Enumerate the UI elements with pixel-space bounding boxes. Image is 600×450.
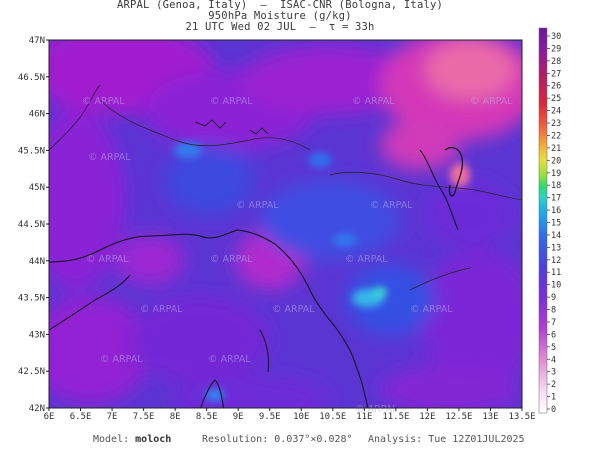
watermark: © ARPAL bbox=[470, 96, 513, 107]
lat-tick-label: 44N bbox=[29, 257, 45, 267]
model-info: Model: moloch bbox=[93, 434, 171, 445]
lat-tick-label: 43N bbox=[29, 330, 45, 340]
colorbar-tick-label: 21 bbox=[551, 144, 561, 154]
watermark: © ARPAL bbox=[88, 152, 131, 163]
colorbar-tick-label: 10 bbox=[551, 281, 561, 291]
lon-tick-label: 6.5E bbox=[70, 412, 92, 422]
header-source-line: ARPAL (Genoa, Italy) — ISAC-CNR (Bologna… bbox=[116, 0, 444, 11]
model-value: moloch bbox=[135, 434, 172, 445]
analysis-label: Analysis: bbox=[368, 434, 423, 445]
header-variable-line: 950hPa Moisture (g/kg) bbox=[208, 10, 352, 22]
colorbar-tick-label: 26 bbox=[551, 82, 561, 92]
lat-tick-label: 45.5N bbox=[18, 146, 45, 156]
lat-tick-label: 46.5N bbox=[18, 73, 45, 83]
watermark: © ARPAL bbox=[410, 304, 453, 315]
lon-tick-label: 13E bbox=[482, 412, 498, 422]
latitude-axis: 47N 46.5N 46N 45.5N 45N 44.5N 44N 43.5N 43N 42.5N… bbox=[18, 36, 49, 414]
colorbar-tick-label: 25 bbox=[551, 94, 561, 104]
colorbar-tick-label: 3 bbox=[551, 368, 556, 378]
watermark: © ARPAL bbox=[210, 96, 253, 107]
colorbar-tick-label: 8 bbox=[551, 306, 556, 316]
colorbar-tick-label: 14 bbox=[551, 231, 561, 241]
lat-tick-label: 46N bbox=[29, 110, 45, 120]
watermarks: © ARPAL © ARPAL © ARPAL © ARPAL © ARPAL … bbox=[82, 96, 513, 415]
colorbar-tick-label: 4 bbox=[551, 355, 556, 365]
colorbar-tick-label: 28 bbox=[551, 57, 561, 67]
colorbar-tick-label: 27 bbox=[551, 69, 561, 79]
watermark: © ARPAL bbox=[345, 254, 388, 265]
colorbar-ticks: 3029282726252423222120191817161514131211… bbox=[547, 32, 561, 415]
lat-tick-label: 43.5N bbox=[18, 294, 45, 304]
lat-tick-label: 42N bbox=[29, 404, 45, 414]
colorbar-tick-label: 0 bbox=[551, 405, 556, 415]
lat-tick-label: 42.5N bbox=[18, 367, 45, 377]
resolution-label: Resolution: bbox=[202, 434, 269, 445]
lon-tick-label: 12E bbox=[419, 412, 435, 422]
colorbar-tick-label: 5 bbox=[551, 343, 556, 353]
colorbar-tick-label: 11 bbox=[551, 268, 561, 278]
longitude-axis: 6E 6.5E 7E 7.5E 8E 8.5E 9E 9.5E 10E 10.5E 11E 11.5E… bbox=[44, 408, 536, 422]
colorbar-tick-label: 24 bbox=[551, 107, 561, 117]
colorbar-tick-label: 30 bbox=[551, 32, 561, 42]
header-time-line: 21 UTC Wed 02 JUL — τ = 33h bbox=[185, 21, 375, 33]
watermark: © ARPAL bbox=[272, 304, 315, 315]
colorbar-tick-label: 23 bbox=[551, 119, 561, 129]
colorbar-tick-label: 17 bbox=[551, 194, 561, 204]
lon-tick-label: 7E bbox=[107, 412, 118, 422]
lon-tick-label: 9.5E bbox=[259, 412, 281, 422]
watermark: © ARPAL bbox=[210, 254, 253, 265]
colorbar-tick-label: 20 bbox=[551, 156, 561, 166]
colorbar-tick-label: 12 bbox=[551, 256, 561, 266]
lon-tick-label: 9E bbox=[233, 412, 244, 422]
colorbar-tick-label: 13 bbox=[551, 243, 561, 253]
lon-tick-label: 10E bbox=[293, 412, 309, 422]
watermark: © ARPAL bbox=[208, 354, 251, 365]
colorbar-tick-label: 2 bbox=[551, 380, 556, 390]
watermark: © ARPAL bbox=[352, 96, 395, 107]
lat-tick-label: 45N bbox=[29, 183, 45, 193]
colorbar-tick-label: 1 bbox=[551, 393, 556, 403]
lon-tick-label: 13.5E bbox=[508, 412, 535, 422]
lon-tick-label: 11.5E bbox=[382, 412, 409, 422]
lon-tick-label: 11E bbox=[356, 412, 372, 422]
watermark: © ARPAL bbox=[82, 96, 125, 107]
colorbar bbox=[538, 27, 548, 414]
lon-tick-label: 7.5E bbox=[133, 412, 155, 422]
watermark: © ARPAL bbox=[236, 200, 279, 211]
colorbar-tick-label: 22 bbox=[551, 131, 561, 141]
colorbar-tick-label: 9 bbox=[551, 293, 556, 303]
lat-tick-label: 44.5N bbox=[18, 220, 45, 230]
lon-tick-label: 12.5E bbox=[445, 412, 472, 422]
lat-tick-label: 47N bbox=[29, 36, 45, 46]
analysis-info: Analysis: Tue 12Z01JUL2025 bbox=[368, 434, 525, 445]
resolution-value: 0.037°×0.028° bbox=[274, 434, 353, 445]
colorbar-tick-label: 6 bbox=[551, 330, 556, 340]
lon-tick-label: 8.5E bbox=[196, 412, 218, 422]
watermark: © ARPAL bbox=[355, 404, 398, 415]
colorbar-tick-label: 7 bbox=[551, 318, 556, 328]
analysis-value: Tue 12Z01JUL2025 bbox=[428, 434, 525, 445]
lon-tick-label: 6E bbox=[44, 412, 55, 422]
watermark: © ARPAL bbox=[140, 304, 183, 315]
colorbar-tick-label: 19 bbox=[551, 169, 561, 179]
footer: Model: moloch Resolution: 0.037°×0.028° … bbox=[0, 434, 600, 448]
colorbar-tick-label: 15 bbox=[551, 219, 561, 229]
map-header: ARPAL (Genoa, Italy) — ISAC-CNR (Bologna… bbox=[0, 0, 560, 33]
colorbar-tick-label: 29 bbox=[551, 44, 561, 54]
model-label: Model: bbox=[93, 434, 130, 445]
lon-tick-label: 8E bbox=[170, 412, 181, 422]
moisture-field bbox=[49, 40, 522, 408]
lon-tick-label: 10.5E bbox=[319, 412, 346, 422]
coastlines-and-borders bbox=[49, 84, 522, 408]
watermark: © ARPAL bbox=[86, 254, 129, 265]
resolution-info: Resolution: 0.037°×0.028° bbox=[202, 434, 353, 445]
colorbar-tick-label: 16 bbox=[551, 206, 561, 216]
watermark: © ARPAL bbox=[370, 200, 413, 211]
colorbar-tick-label: 18 bbox=[551, 181, 561, 191]
watermark: © ARPAL bbox=[100, 354, 143, 365]
